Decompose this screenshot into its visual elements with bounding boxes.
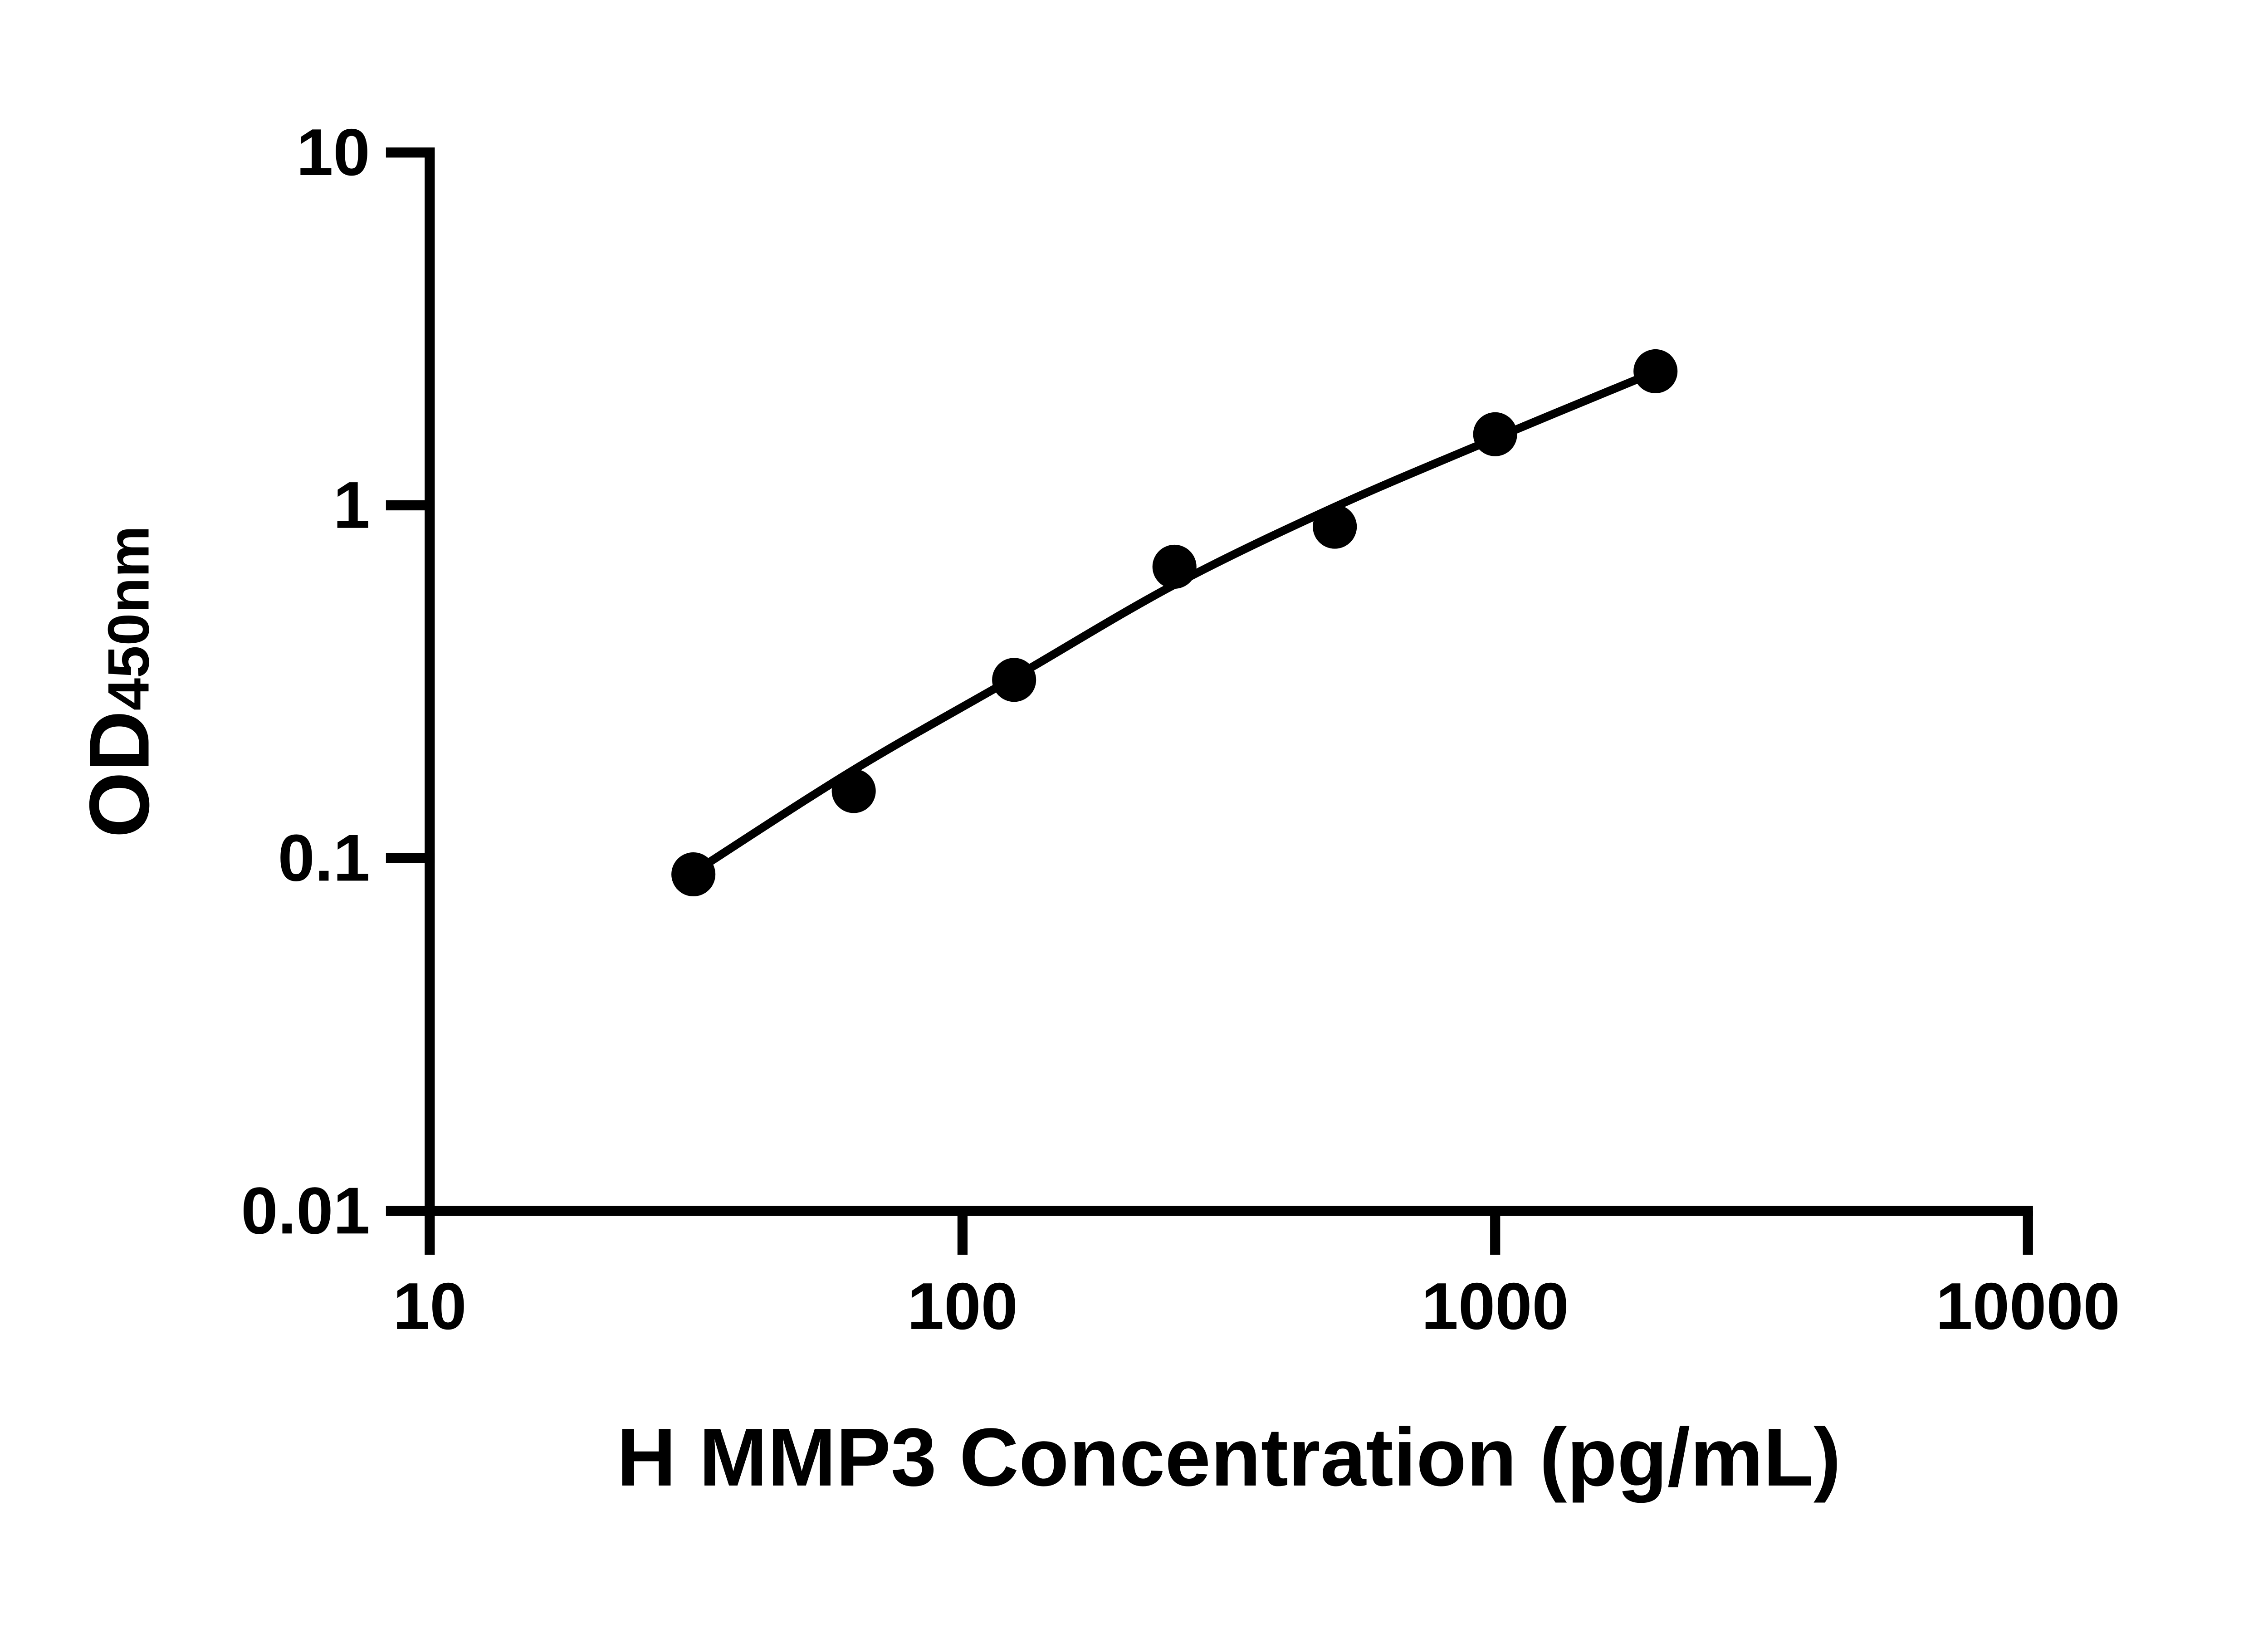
data-point bbox=[992, 658, 1036, 702]
elisa-standard-curve-figure: 10 100 1000 10000 10 1 0.1 0.01 H MMP3 Concentra… bbox=[72, 115, 2121, 1503]
x-tick-label: 10 bbox=[393, 1269, 467, 1343]
y-tick-label: 10 bbox=[296, 115, 370, 189]
data-point bbox=[1473, 412, 1517, 456]
data-point bbox=[831, 769, 876, 813]
y-axis-title: OD450nm bbox=[72, 526, 166, 838]
y-tick-label: 1 bbox=[333, 468, 370, 542]
data-point bbox=[1633, 349, 1678, 393]
y-axis-title-subscript: 450nm bbox=[96, 526, 161, 711]
y-tick-label: 0.01 bbox=[241, 1173, 370, 1247]
x-tick-label: 1000 bbox=[1422, 1269, 1569, 1343]
x-tick-label: 10000 bbox=[1936, 1269, 2120, 1343]
y-axis-title-main: OD bbox=[72, 710, 166, 838]
x-axis-title: H MMP3 Concentration (pg/mL) bbox=[617, 1412, 1841, 1503]
data-point bbox=[1152, 544, 1197, 589]
chart-canvas: 10 100 1000 10000 10 1 0.1 0.01 H MMP3 Concentra… bbox=[72, 115, 2121, 1503]
x-tick-label: 100 bbox=[907, 1269, 1018, 1343]
data-point bbox=[1313, 504, 1357, 549]
y-tick-label: 0.1 bbox=[278, 821, 370, 895]
data-point bbox=[671, 852, 716, 897]
